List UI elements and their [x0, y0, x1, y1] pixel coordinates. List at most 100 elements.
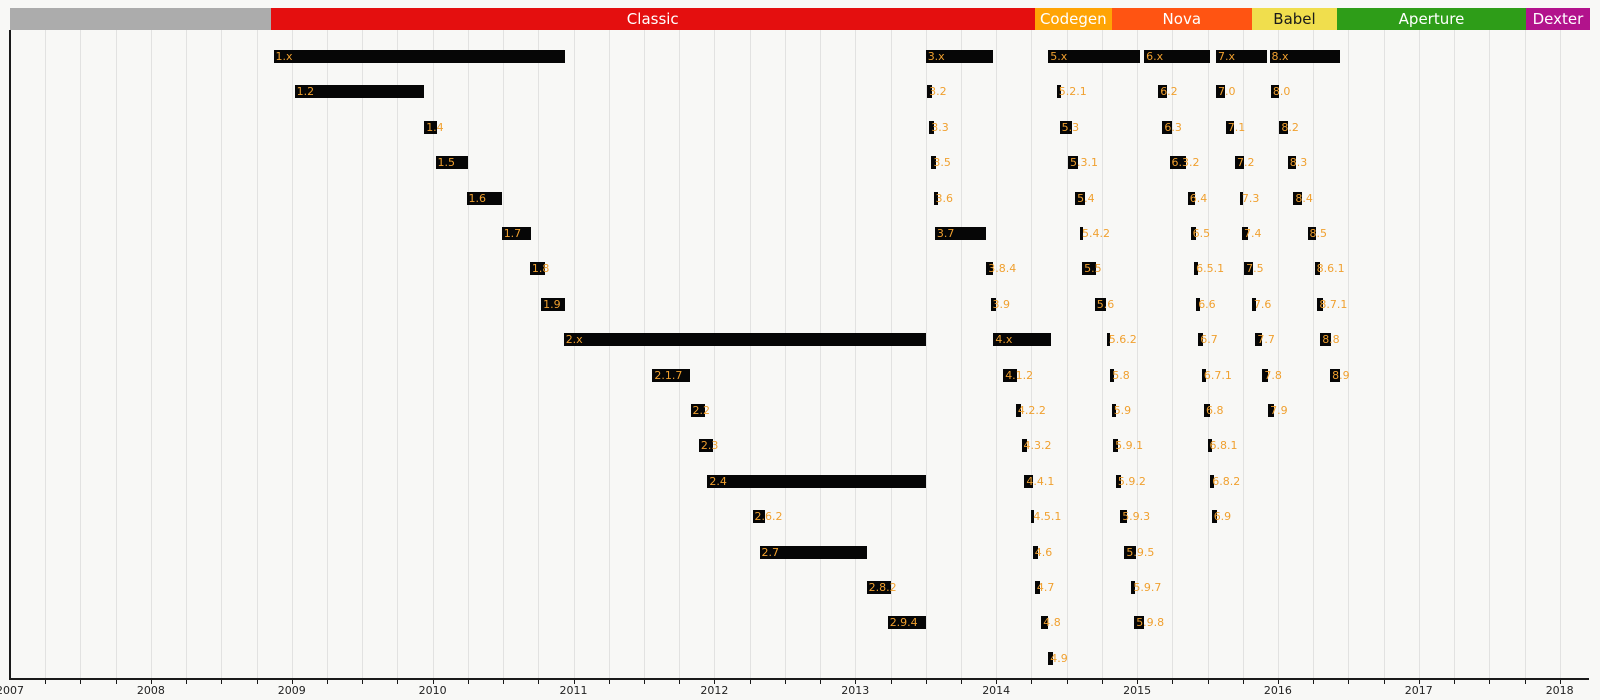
release-label: 4.x [995, 333, 1013, 347]
release-label: 8.2 [1281, 120, 1299, 134]
release-label: 5.x [1050, 50, 1068, 63]
axis-tick [1524, 680, 1526, 684]
release-label: 8.3 [1289, 156, 1308, 170]
era-label: Babel [1273, 10, 1316, 28]
release-label: 7.1 [1227, 120, 1246, 134]
release-bar: 7.2 [1235, 156, 1255, 170]
release-bar: 1.4 [424, 120, 444, 134]
release-label: 4.8 [1043, 616, 1061, 630]
release-bar: 6.7.1 [1201, 368, 1232, 382]
release-bar: 6.7 [1198, 333, 1218, 347]
release-bar: 5.9.5 [1124, 545, 1154, 559]
release-bar: 5.8 [1110, 368, 1130, 382]
release-bar: 5.3.1 [1068, 156, 1098, 170]
release-bar: 3.x [925, 50, 994, 63]
axis-tick [925, 680, 927, 684]
gridline [1559, 30, 1561, 678]
gridline [1031, 30, 1033, 678]
axis-tick [221, 680, 223, 684]
release-label: 5.8 [1112, 368, 1130, 382]
gridline [749, 30, 751, 678]
axis-tick [1172, 680, 1174, 684]
release-bar: 4.x [993, 333, 1052, 347]
release-label: 1.5 [437, 156, 456, 170]
axis-tick [1418, 680, 1420, 684]
gridline [679, 30, 681, 678]
release-bar: 8.5 [1307, 227, 1327, 240]
release-bar: 4.9 [1048, 651, 1068, 665]
release-label: 5.6.2 [1108, 333, 1137, 347]
axis-tick [1207, 680, 1209, 684]
release-label: 3.8.4 [988, 262, 1017, 276]
release-bar: 5.9.3 [1120, 510, 1150, 524]
era-label: Nova [1162, 10, 1202, 28]
release-label: 6.8 [1206, 404, 1224, 417]
release-label: 3.2 [929, 85, 947, 99]
axis-tick [961, 680, 962, 684]
release-bar: 3.6 [933, 191, 953, 205]
release-bar: 4.4.1 [1024, 474, 1054, 488]
gridline [362, 30, 364, 678]
release-bar: 8.0 [1270, 85, 1290, 99]
release-label: 4.6 [1034, 545, 1053, 559]
release-label: 8.0 [1272, 85, 1291, 99]
era-label: Dexter [1532, 10, 1584, 28]
release-bar: 7.9 [1268, 404, 1288, 417]
gridline [1313, 30, 1315, 678]
axis-tick [362, 680, 364, 684]
axis-tick [749, 680, 751, 684]
gridline [1348, 30, 1350, 678]
release-label: 7.6 [1253, 297, 1272, 311]
axis-tick [855, 680, 857, 684]
release-bar: 6.3.2 [1169, 156, 1200, 170]
year-label: 2016 [1263, 684, 1292, 697]
release-label: 4.9 [1050, 651, 1068, 665]
year-label: 2012 [700, 684, 729, 697]
release-bar: 1.6 [466, 191, 502, 205]
release-bar: 6.4 [1187, 191, 1207, 205]
release-label: 5.9.1 [1115, 439, 1144, 453]
release-label: 3.6 [935, 191, 954, 205]
release-label: 4.2.2 [1017, 404, 1046, 417]
axis-tick [714, 680, 716, 684]
release-bar: 7.8 [1262, 368, 1282, 382]
release-bar: 5.9.2 [1115, 474, 1146, 488]
release-bar: 8.x [1269, 50, 1340, 63]
gridline [221, 30, 223, 678]
axis-tick [150, 680, 152, 684]
release-label: 1.x [275, 50, 293, 63]
release-bar: 4.7 [1034, 581, 1054, 594]
release-bar: 6.9 [1211, 510, 1231, 524]
release-bar: 5.4 [1075, 191, 1095, 205]
release-label: 6.6 [1198, 297, 1216, 311]
release-label: 3.7 [936, 227, 955, 240]
axis-tick [397, 680, 399, 684]
year-label: 2013 [841, 684, 870, 697]
gridline [256, 30, 258, 678]
release-bar: 5.3 [1059, 120, 1079, 134]
release-label: 2.3 [700, 439, 719, 453]
release-label: 3.x [927, 50, 945, 63]
axis-tick [1348, 680, 1350, 684]
gridline [820, 30, 822, 678]
gridline [996, 30, 998, 678]
release-label: 2.9.4 [889, 616, 918, 630]
gridline [327, 30, 328, 678]
era-label: Codegen [1039, 10, 1107, 28]
release-label: 1.9 [543, 297, 561, 311]
axis-tick [1313, 680, 1315, 684]
axis-tick [467, 680, 469, 684]
release-label: 5.9.5 [1126, 545, 1155, 559]
release-bar: 3.2 [927, 85, 947, 99]
release-label: 8.4 [1295, 191, 1313, 205]
axis-tick [1101, 680, 1103, 684]
gridline [644, 30, 645, 678]
release-bar: 7.0 [1216, 85, 1236, 99]
gridline [1207, 30, 1209, 678]
axis-tick [45, 680, 47, 684]
axis-tick [1489, 680, 1491, 684]
year-label: 2014 [982, 684, 1011, 697]
release-label: 7.7 [1257, 333, 1275, 347]
year-label: 2015 [1123, 684, 1152, 697]
